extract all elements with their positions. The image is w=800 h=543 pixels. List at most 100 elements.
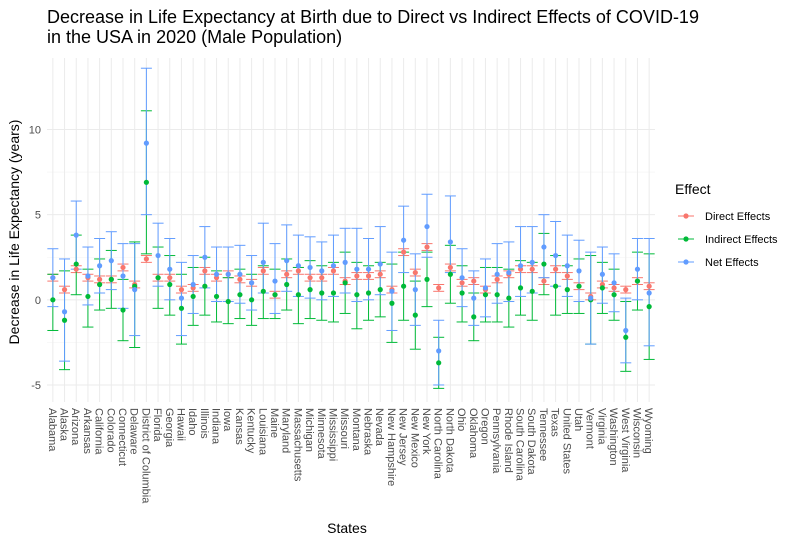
net-effects-point: [330, 263, 337, 269]
chart-title-line1: Decrease in Life Expectancy at Birth due…: [47, 7, 699, 27]
direct-effects-point: [354, 273, 360, 279]
direct-effects-point: [97, 276, 103, 282]
net-effects-point: [447, 239, 453, 245]
direct-effects-point: [529, 266, 535, 272]
x-tick-label: South Carolina: [514, 408, 526, 482]
net-effects-point: [506, 269, 512, 276]
net-effects-point: [459, 275, 465, 281]
chart-title-line2: in the USA in 2020 (Male Population): [47, 27, 342, 47]
x-tick-label: Florida: [151, 408, 163, 443]
x-tick-label: Kansas: [233, 408, 245, 445]
x-tick-label: Virginia: [595, 408, 607, 445]
indirect-effects-point: [167, 281, 173, 288]
indirect-effects-point: [424, 276, 430, 282]
net-effects-point: [143, 140, 149, 146]
x-tick-label: Oregon: [478, 408, 490, 445]
direct-effects-point: [120, 264, 126, 271]
legend-key-point-indirect-effects: [683, 236, 689, 242]
x-tick-label: Ohio: [455, 408, 467, 431]
indirect-effects-point: [611, 292, 617, 298]
indirect-effects-point: [459, 290, 465, 296]
indirect-effects-point: [576, 283, 582, 289]
x-tick-label: Idaho: [186, 408, 198, 436]
net-effects-point: [424, 223, 430, 230]
indirect-effects-point: [97, 281, 103, 288]
net-effects-point: [365, 266, 372, 272]
x-tick-label: Massachusetts: [291, 408, 303, 482]
direct-effects-point: [424, 244, 430, 250]
net-effects-point: [354, 266, 360, 272]
indirect-effects-point: [529, 288, 535, 294]
net-effects-point: [61, 309, 68, 315]
net-effects-point: [213, 271, 220, 277]
x-tick-label: Mississippi: [326, 408, 338, 461]
indirect-effects-point: [295, 292, 301, 298]
indirect-effects-point: [249, 297, 255, 303]
x-tick-label: California: [93, 408, 105, 455]
indirect-effects-point: [377, 287, 383, 293]
net-effects-point: [225, 271, 231, 277]
x-tick-label: Washington: [607, 408, 619, 466]
indirect-effects-point: [412, 312, 418, 318]
net-effects-point: [646, 290, 652, 296]
direct-effects-point: [494, 276, 500, 282]
indirect-effects-point: [634, 278, 641, 284]
y-tick-label: 5: [35, 210, 41, 222]
indirect-effects-point: [330, 290, 337, 296]
indirect-effects-point: [85, 293, 91, 300]
legend-label-indirect-effects: Indirect Effects: [705, 234, 778, 246]
net-effects-point: [178, 295, 185, 301]
net-effects-point: [284, 258, 290, 264]
x-tick-label: Oklahoma: [467, 408, 479, 459]
x-tick-label: Illinois: [198, 408, 210, 439]
net-effects-point: [482, 285, 489, 291]
x-tick-label: Pennsylvania: [490, 408, 502, 474]
indirect-effects-point: [447, 271, 453, 277]
x-tick-label: Utah: [572, 408, 584, 431]
indirect-effects-point: [190, 293, 196, 300]
net-effects-point: [377, 261, 383, 267]
direct-effects-point: [284, 271, 290, 277]
indirect-effects-point: [517, 285, 524, 291]
direct-effects-point: [471, 278, 477, 284]
net-effects-point: [564, 263, 570, 269]
net-effects-point: [588, 295, 594, 301]
x-tick-label: District of Columbia: [139, 408, 151, 504]
x-tick-label: New Jersey: [397, 408, 409, 466]
x-tick-label: United States: [560, 408, 572, 475]
indirect-effects-point: [599, 285, 605, 291]
net-effects-point: [237, 271, 243, 277]
direct-effects-point: [459, 280, 465, 286]
y-axis-title: Decrease in Life Expectancy (years): [6, 120, 22, 345]
indirect-effects-point: [178, 305, 185, 311]
direct-effects-point: [541, 278, 547, 284]
indirect-effects-point: [319, 290, 325, 296]
x-tick-label: Arizona: [69, 408, 81, 446]
x-tick-label: North Dakota: [443, 408, 455, 474]
direct-effects-point: [611, 285, 617, 291]
x-tick-label: North Carolina: [432, 408, 444, 480]
x-tick-label: Rhode Island: [502, 408, 514, 473]
x-tick-label: Arkansas: [81, 408, 93, 454]
indirect-effects-point: [401, 283, 407, 289]
net-effects-point: [249, 280, 255, 286]
net-effects-point: [494, 271, 500, 277]
indirect-effects-point: [202, 283, 208, 289]
indirect-effects-point: [494, 292, 500, 298]
x-tick-label: Minnesota: [315, 408, 327, 460]
x-tick-label: Nebraska: [362, 408, 374, 456]
net-effects-point: [85, 273, 91, 279]
indirect-effects-point: [436, 360, 442, 366]
error-bars: [47, 67, 655, 389]
direct-effects-point: [143, 256, 149, 262]
indirect-effects-point: [272, 292, 278, 298]
x-tick-label: Georgia: [163, 408, 175, 448]
indirect-effects-point: [143, 179, 149, 185]
indirect-effects-point: [342, 280, 348, 286]
indirect-effects-point: [61, 317, 68, 323]
legend-label-net-effects: Net Effects: [705, 257, 759, 269]
x-tick-label: Nevada: [373, 408, 385, 447]
x-tick-label: Wisconsin: [630, 408, 642, 458]
legend-label-direct-effects: Direct Effects: [705, 211, 771, 223]
direct-effects-point: [61, 287, 68, 293]
